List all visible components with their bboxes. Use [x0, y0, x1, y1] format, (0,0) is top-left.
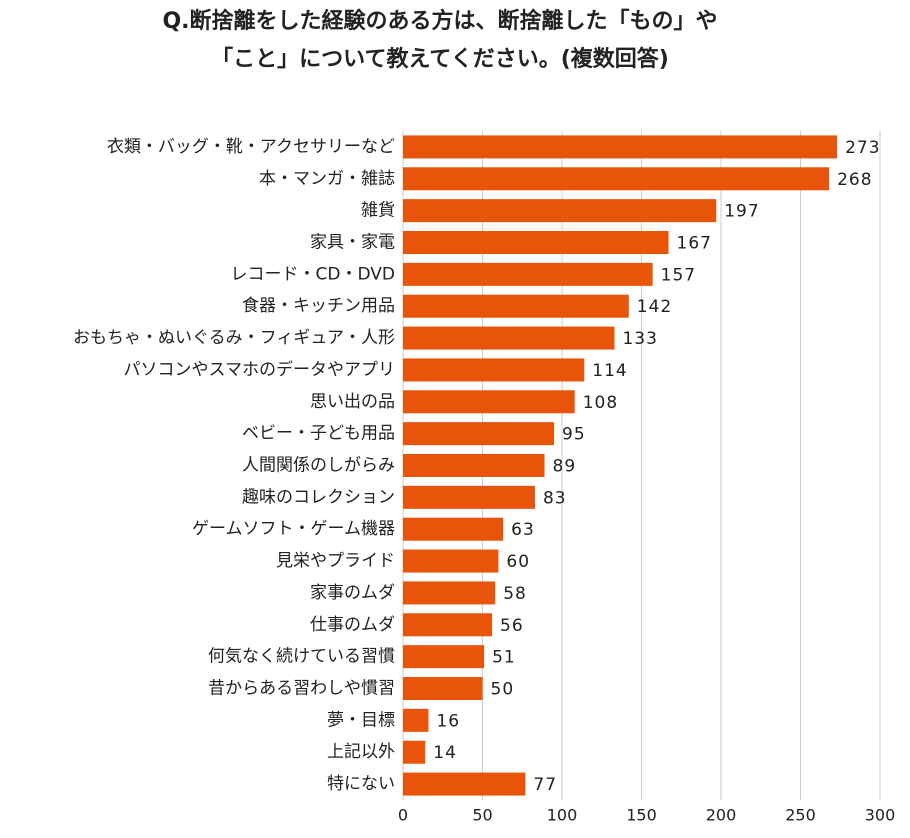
x-tick-label: 250: [785, 806, 816, 825]
bar: [403, 454, 545, 477]
bar: [403, 199, 717, 223]
bar: [403, 358, 585, 382]
value-label: 14: [433, 743, 457, 763]
y-tick-label: パソコンやスマホのデータやアプリ: [124, 359, 396, 380]
y-tick-label: 家具・家電: [310, 233, 395, 253]
bar: [403, 485, 535, 509]
value-label: 142: [637, 297, 672, 317]
y-tick-label: 趣味のコレクション: [242, 487, 395, 507]
value-label: 133: [622, 329, 657, 349]
x-tick-label: 150: [626, 806, 657, 825]
bar: [403, 231, 669, 254]
value-label: 114: [592, 361, 627, 381]
value-label: 60: [506, 552, 530, 572]
bar: [403, 645, 485, 669]
bar: [403, 517, 504, 541]
y-tick-label: 見栄やプライド: [276, 551, 395, 571]
bar: [403, 708, 429, 732]
bar: [403, 326, 615, 350]
value-label: 157: [661, 265, 696, 285]
y-tick-label: 何気なく続けている習慣: [208, 647, 395, 667]
bar: [403, 390, 575, 414]
x-tick-label: 0: [398, 806, 408, 825]
chart-title: Q.断捨離をした経験のある方は、断捨離した「もの」や: [162, 8, 717, 34]
y-tick-label: 昔からある習わしや慣習: [208, 679, 395, 699]
value-label: 83: [543, 488, 567, 508]
y-tick-label: 食器・キッチン用品: [242, 296, 395, 316]
y-tick-label: 雑貨: [361, 201, 395, 221]
value-label: 50: [491, 680, 515, 700]
value-label: 89: [553, 457, 577, 477]
x-tick-label: 200: [706, 806, 737, 825]
bar: [403, 422, 555, 446]
y-tick-label: 衣類・バッグ・靴・アクセサリーなど: [107, 137, 395, 157]
value-label: 95: [562, 425, 586, 445]
bar: [403, 740, 426, 764]
value-label: 108: [583, 393, 618, 413]
value-label: 197: [724, 202, 759, 222]
x-tick-label: 300: [865, 806, 896, 825]
y-tick-label: 特にない: [327, 774, 395, 794]
bar: [403, 167, 830, 191]
y-tick-label: ベビー・子ども用品: [242, 424, 395, 444]
y-tick-label: 上記以外: [327, 742, 395, 762]
y-tick-label: 本・マンガ・雑誌: [259, 169, 395, 189]
y-tick-label: おもちゃ・ぬいぐるみ・フィギュア・人形: [73, 328, 395, 348]
x-tick-label: 100: [547, 806, 578, 825]
value-label: 58: [503, 584, 527, 604]
value-label: 63: [511, 520, 535, 540]
y-tick-label: 仕事のムダ: [310, 615, 395, 635]
bar: [403, 135, 838, 159]
y-tick-label: ゲームソフト・ゲーム機器: [192, 519, 395, 539]
bar: [403, 294, 629, 318]
y-tick-label: レコード・CD・DVD: [231, 264, 395, 284]
value-label: 268: [837, 170, 872, 190]
bar: [403, 613, 493, 637]
x-tick-label: 50: [472, 806, 492, 825]
y-tick-label: 思い出の品: [310, 392, 395, 412]
value-label: 273: [845, 138, 880, 158]
bar: [403, 262, 653, 286]
y-tick-label: 夢・目標: [327, 710, 395, 730]
chart-title: 「こと」について教えてください。(複数回答): [211, 46, 669, 72]
value-label: 56: [500, 616, 524, 636]
bar: [403, 677, 483, 700]
y-tick-label: 家事のムダ: [310, 583, 395, 603]
value-label: 77: [533, 775, 557, 795]
value-label: 51: [492, 648, 516, 668]
y-tick-label: 人間関係のしがらみ: [242, 456, 395, 476]
value-label: 16: [436, 711, 460, 731]
bar: [403, 549, 499, 573]
bar: [403, 581, 496, 605]
bar: [403, 772, 526, 796]
value-label: 167: [677, 234, 712, 254]
